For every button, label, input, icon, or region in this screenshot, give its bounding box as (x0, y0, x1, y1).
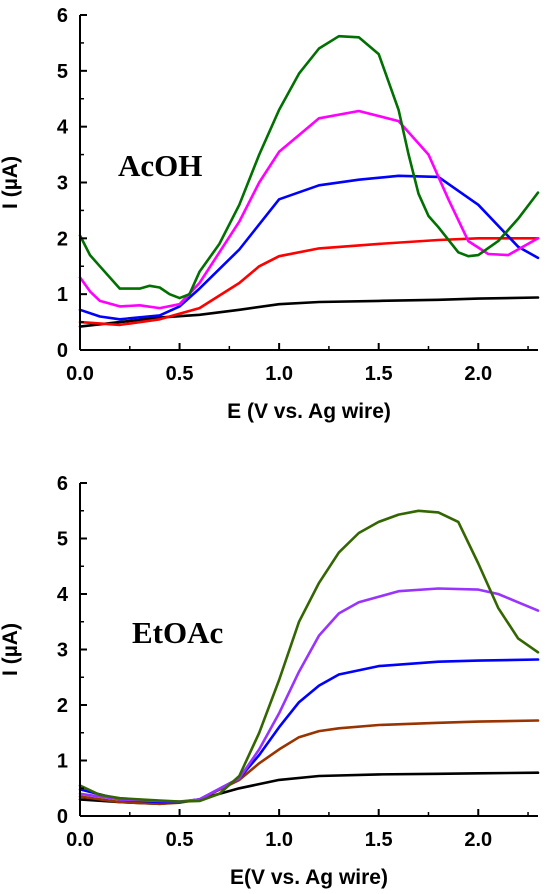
x-axis-title: E (V vs. Ag wire) (227, 400, 391, 423)
y-tick-label: 4 (57, 117, 69, 139)
y-tick-label: 3 (57, 640, 68, 662)
x-tick-label: 0.0 (66, 829, 94, 851)
x-tick-label: 1.0 (265, 829, 293, 851)
series-line-5 (78, 34, 540, 300)
y-tick-label: 3 (57, 173, 68, 195)
y-tick-label: 5 (57, 529, 68, 551)
x-tick-label: 2.0 (464, 829, 492, 851)
series-line-1 (78, 296, 540, 328)
acoh-panel: 0.0 0.5 1.0 1.5 2.0 0 1 2 3 4 5 6 E (V vs. Ag wire) I… (0, 5, 540, 423)
etoac-panel: 0.0 0.5 1.0 1.5 2.0 0 1 2 3 4 5 6 E(V vs. Ag wire) I … (0, 473, 540, 889)
y-tick-label: 5 (57, 61, 68, 83)
series-line-3 (78, 658, 540, 804)
x-tick-label: 1.0 (265, 363, 293, 385)
y-tick-label: 2 (57, 228, 68, 250)
y-axis-title: I (µA) (0, 156, 22, 209)
panel-label: EtOAc (132, 615, 223, 650)
panel-label: AcOH (118, 148, 202, 183)
y-axis-title: I (µA) (0, 623, 22, 676)
y-tick-label: 1 (57, 284, 68, 306)
y-tick-label: 6 (57, 5, 68, 27)
x-tick-label: 2.0 (464, 363, 492, 385)
x-tick-label: 0.5 (166, 829, 194, 851)
x-tick-label: 0.0 (66, 363, 94, 385)
series-line-5 (78, 509, 540, 803)
y-tick-label: 6 (57, 473, 68, 495)
y-tick-label: 1 (57, 751, 68, 773)
series-line-2 (78, 719, 540, 806)
x-tick-label: 0.5 (166, 363, 194, 385)
series-line-3 (78, 174, 540, 321)
y-tick-label: 4 (57, 584, 69, 606)
y-tick-label: 0 (57, 340, 68, 362)
x-tick-label: 1.5 (365, 363, 393, 385)
y-tick-label: 0 (57, 806, 68, 828)
y-tick-label: 2 (57, 695, 68, 717)
series-line-2 (78, 237, 540, 327)
series-line-4 (78, 109, 540, 310)
x-tick-label: 1.5 (365, 829, 393, 851)
x-axis-title: E(V vs. Ag wire) (230, 866, 388, 889)
